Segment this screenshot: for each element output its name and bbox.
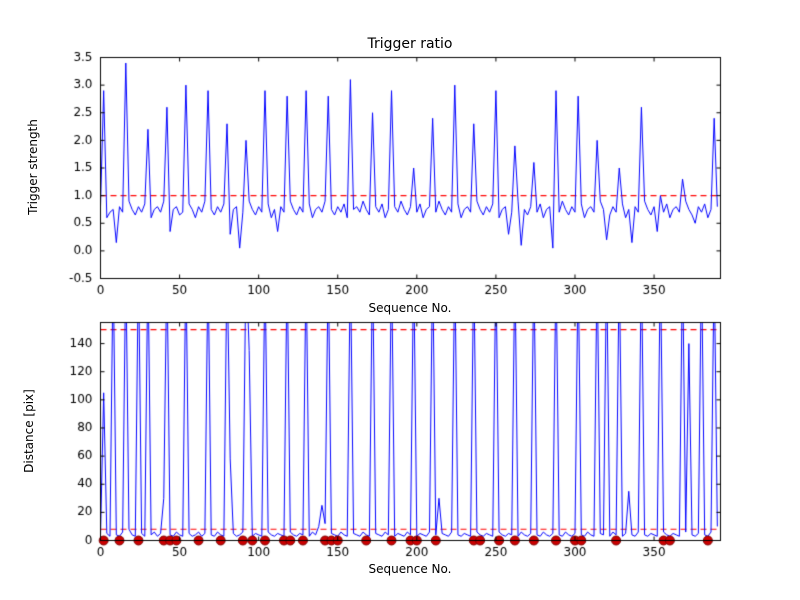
bottom-y-axis-label: Distance [pix] bbox=[22, 389, 36, 473]
chart-title: Trigger ratio bbox=[367, 36, 453, 52]
top-x-axis-label: Sequence No. bbox=[368, 301, 452, 315]
bottom-x-axis-label: Sequence No. bbox=[368, 562, 452, 576]
top-y-axis-label: Trigger strength bbox=[26, 119, 40, 215]
